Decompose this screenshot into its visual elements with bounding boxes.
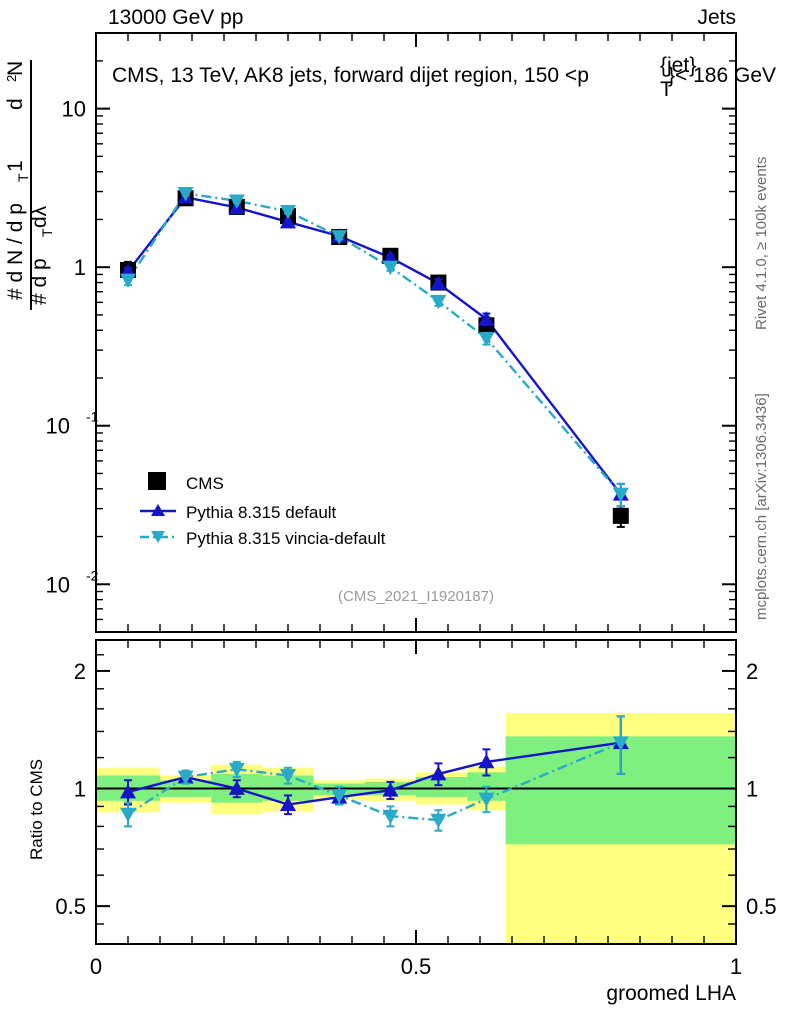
watermark: (CMS_2021_I1920187) bbox=[338, 588, 494, 605]
legend-marker-cms bbox=[148, 472, 166, 490]
data-marker bbox=[228, 762, 245, 778]
main-ytick-labels: 10 1 10 -1 10 -2 bbox=[46, 97, 99, 598]
main-title: CMS, 13 TeV, AK8 jets, forward dijet reg… bbox=[112, 64, 589, 87]
main-ytick-exponent: -1 bbox=[86, 409, 99, 425]
header-left: 13000 GeV pp bbox=[108, 6, 243, 29]
xtick-label: 0.5 bbox=[401, 954, 432, 979]
data-marker bbox=[177, 770, 194, 786]
main-panel: CMS, 13 TeV, AK8 jets, forward dijet reg… bbox=[46, 32, 776, 633]
main-ytick-label: 10 bbox=[46, 572, 70, 597]
yaxis-label-sub-T2: T bbox=[39, 228, 55, 237]
legend-label-pythia-vincia: Pythia 8.315 vincia-default bbox=[186, 529, 386, 548]
main-curves bbox=[120, 187, 629, 528]
data-marker bbox=[280, 796, 296, 811]
yaxis-label-numerator2: 1 bbox=[4, 160, 27, 172]
data-marker bbox=[382, 260, 399, 276]
data-marker bbox=[382, 782, 399, 797]
main-title-sub: T bbox=[660, 78, 673, 101]
ratio-axis-ticks bbox=[95, 639, 737, 944]
legend-label-cms: CMS bbox=[186, 474, 224, 493]
main-axis-ticks bbox=[95, 32, 737, 633]
ratio-ytick-label: 0.5 bbox=[55, 894, 86, 919]
yaxis-label-numerator: # d N / d p bbox=[4, 203, 27, 300]
data-marker bbox=[430, 813, 447, 829]
ratio-band-inner bbox=[416, 777, 468, 798]
data-marker bbox=[478, 753, 495, 769]
xtick-label: 1 bbox=[730, 954, 742, 979]
legend-marker-pythia-default bbox=[151, 504, 165, 516]
ratio-curves bbox=[120, 715, 629, 832]
data-marker bbox=[612, 487, 629, 503]
data-marker bbox=[280, 213, 296, 229]
ratio-ytick-label-right: 2 bbox=[746, 659, 758, 684]
data-marker bbox=[612, 507, 629, 524]
yaxis-label-dlambda: dλ bbox=[28, 205, 51, 228]
yaxis-label-group: # d N / d p T 1 # d p T dλ d 2 N bbox=[4, 60, 55, 310]
ratio-ytick-label-right: 0.5 bbox=[746, 894, 777, 919]
legend-label-pythia-default: Pythia 8.315 default bbox=[186, 503, 337, 522]
data-marker bbox=[478, 311, 495, 326]
data-marker bbox=[331, 789, 348, 804]
legend: CMS Pythia 8.315 default Pythia 8.315 vi… bbox=[140, 472, 386, 548]
yaxis-label-sub-T1: T bbox=[15, 173, 31, 182]
sidenote-rivet: Rivet 4.1.0, ≥ 100k events bbox=[753, 157, 770, 330]
legend-marker-pythia-vincia bbox=[151, 531, 165, 543]
sidenote-mcplots: mcplots.cern.ch [arXiv:1306.3436] bbox=[753, 393, 770, 620]
yaxis-label-N: N bbox=[4, 61, 27, 76]
main-ytick-label: 10 bbox=[46, 414, 70, 439]
data-marker bbox=[177, 187, 194, 202]
yaxis-label-sup2: 2 bbox=[4, 75, 19, 82]
main-title-sup: {jet} bbox=[660, 54, 696, 77]
data-marker bbox=[478, 332, 495, 347]
data-marker bbox=[280, 204, 296, 220]
main-title-tail: }< 186 GeV bbox=[668, 64, 776, 87]
data-marker bbox=[430, 294, 447, 310]
xaxis-tick-labels: 0 0.5 1 bbox=[90, 954, 742, 979]
ratio-ytick-label: 2 bbox=[74, 659, 86, 684]
ratio-panel: 2 21 10.5 0.5 0 0.5 1 Ratio to CMS bbox=[27, 639, 777, 979]
data-marker bbox=[430, 275, 447, 290]
xaxis-label: groomed LHA bbox=[606, 982, 736, 1005]
data-marker bbox=[478, 792, 495, 808]
data-marker bbox=[280, 769, 296, 784]
data-marker bbox=[120, 273, 136, 289]
main-ytick-label: 10 bbox=[62, 97, 86, 122]
main-ytick-label: 1 bbox=[74, 255, 86, 280]
ratio-ytick-labels: 2 2 1 1 0.5 0.5 bbox=[55, 659, 776, 919]
data-marker bbox=[120, 783, 136, 799]
data-marker bbox=[382, 249, 399, 264]
data-marker bbox=[612, 736, 629, 751]
data-marker bbox=[228, 780, 245, 795]
data-marker bbox=[331, 230, 348, 245]
ratio-ytick-label-right: 1 bbox=[746, 777, 758, 802]
yaxis-label-denominator: # d p bbox=[28, 258, 51, 305]
header-right: Jets bbox=[697, 6, 736, 29]
yaxis-label-d2n: d bbox=[4, 98, 27, 110]
data-marker bbox=[228, 194, 245, 209]
ratio-ylabel: Ratio to CMS bbox=[27, 759, 46, 860]
data-marker bbox=[382, 809, 399, 825]
main-ytick-exponent: -2 bbox=[86, 567, 99, 583]
series-line-Pythia-8-315-default bbox=[127, 195, 622, 495]
ratio-uncertainty-bands bbox=[96, 713, 736, 943]
data-marker bbox=[120, 807, 136, 823]
data-marker bbox=[430, 765, 447, 781]
xtick-label: 0 bbox=[90, 954, 102, 979]
series-line-Pythia-8-315-vincia-default bbox=[127, 192, 622, 495]
ratio-ytick-label: 1 bbox=[74, 777, 86, 802]
